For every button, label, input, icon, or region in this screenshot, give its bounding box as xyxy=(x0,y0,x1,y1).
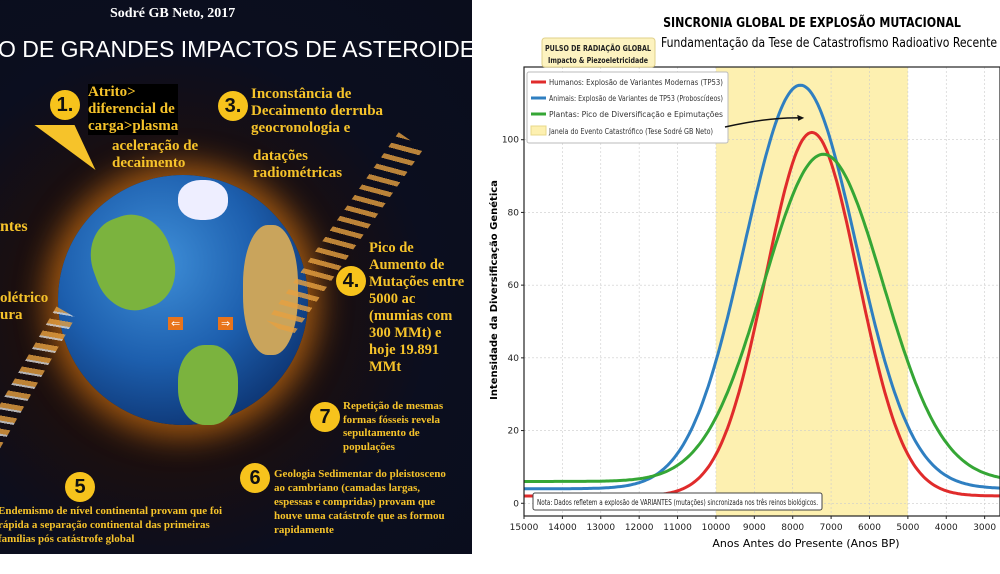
badge-3: 3. xyxy=(218,91,248,121)
item-4-line: 5000 ac xyxy=(369,291,416,307)
x-tick-label: 13000 xyxy=(586,523,615,533)
y-tick-label: 0 xyxy=(513,499,519,509)
item-4-line: hoje 19.891 xyxy=(369,342,440,358)
note-text: Nota: Dados refletem a explosão de VARIA… xyxy=(537,497,818,507)
y-tick-label: 100 xyxy=(502,136,519,146)
catastrophic-window-span xyxy=(715,67,908,516)
x-tick-label: 12000 xyxy=(625,523,654,533)
annotation-text: Impacto & Piezoeletricidade xyxy=(548,56,648,65)
badge-6: 6 xyxy=(240,463,270,493)
item-6-line: rapidamente xyxy=(274,524,334,536)
x-tick-label: 8000 xyxy=(781,523,804,533)
item-4-line: Mutações entre xyxy=(369,274,465,290)
x-tick-label: 7000 xyxy=(820,523,843,533)
x-axis-label: Anos Antes do Presente (Anos BP) xyxy=(712,537,899,550)
chart-title: SINCRONIA GLOBAL DE EXPLOSÃO MUTACIONAL xyxy=(663,14,961,30)
item-4-line: Aumento de xyxy=(369,257,445,273)
item-1-extra: decaimento xyxy=(112,155,186,171)
arrow-head-icon xyxy=(797,114,805,121)
x-tick-label: 14000 xyxy=(548,523,577,533)
y-axis-label: Intensidade da Diversificação Genética xyxy=(488,180,500,400)
mutation-chart: SINCRONIA GLOBAL DE EXPLOSÃO MUTACIONAL … xyxy=(488,14,1000,550)
chart-subtitle: Fundamentação da Tese de Catastrofismo R… xyxy=(661,36,997,51)
item-6-line: espessas e compridas) provam que xyxy=(274,496,436,508)
y-tick-label: 40 xyxy=(508,354,520,364)
item-5-line: Endemismo de nível continental provam qu… xyxy=(0,505,223,517)
fragment-text: ntes xyxy=(0,218,28,235)
pointer-shape xyxy=(34,125,96,170)
item-1-line: Atrito> xyxy=(88,84,136,100)
item-7-line: sepultamento de xyxy=(343,427,420,439)
item-7-line: Repetição de mesmas xyxy=(343,400,444,412)
item-1-line: carga>plasma xyxy=(88,118,179,134)
x-tick-label: 9000 xyxy=(743,523,766,533)
item-6-line: houve uma catástrofe que as formou xyxy=(274,510,445,522)
item-5-line: famílias pós catástrofe global xyxy=(0,533,135,545)
annotation-text: PULSO DE RADIAÇÃO GLOBAL xyxy=(545,43,651,53)
item-4-line: MMt xyxy=(369,359,402,375)
legend-label: Humanos: Explosão de Variantes Modernas … xyxy=(549,78,723,87)
fragment-text: ura xyxy=(0,307,23,323)
item-6-line: ao cambriano (camadas largas, xyxy=(274,482,421,494)
item-4-line: Pico de xyxy=(369,240,414,256)
legend-box xyxy=(526,71,729,144)
plot-frame xyxy=(523,66,1000,517)
item-4-line: 300 MMt) e xyxy=(369,325,442,341)
fragment-text: olétrico xyxy=(0,290,49,306)
y-tick-label: 20 xyxy=(508,427,520,437)
left-arrow-icon: ⇐ xyxy=(168,317,184,330)
x-tick-label: 4000 xyxy=(935,523,958,533)
x-tick-label: 5000 xyxy=(896,523,919,533)
annotation-bg xyxy=(541,37,656,68)
item-7-line: populações xyxy=(343,440,395,453)
legend-label: Janela do Evento Catastrófico (Tese Sodr… xyxy=(548,126,713,136)
x-tick-label: 3000 xyxy=(973,523,996,533)
item-3-line: Inconstância de xyxy=(251,86,352,102)
badge-1: 1. xyxy=(50,90,80,120)
item-5-line: rápida a separação continental das prime… xyxy=(0,519,210,531)
badge-7: 7 xyxy=(310,402,340,432)
item-1-line: diferencial de xyxy=(88,101,175,117)
legend-label: Plantas: Pico de Diversificação e Epimut… xyxy=(549,110,723,119)
item-6-line: Geologia Sedimentar do pleistosceno xyxy=(274,468,446,480)
item-3-extra: datações xyxy=(253,148,308,164)
legend: Humanos: Explosão de Variantes Modernas … xyxy=(526,71,729,144)
legend-swatch xyxy=(530,125,547,136)
x-tick-label: 10000 xyxy=(702,523,731,533)
x-tick-label: 11000 xyxy=(663,523,692,533)
infographic-title: O DE GRANDES IMPACTOS DE ASTEROIDES xyxy=(0,36,472,62)
annotation-box: PULSO DE RADIAÇÃO GLOBAL Impacto & Piezoe… xyxy=(541,37,656,68)
y-tick-label: 80 xyxy=(508,208,520,218)
series-line-plantas xyxy=(524,152,1000,483)
infographic-panel: Sodré GB Neto, 2017 O DE GRANDES IMPACTO… xyxy=(0,0,472,554)
dna-helix-image-left xyxy=(0,306,76,474)
legend-label: Animais: Explosão de Variantes de TP53 (… xyxy=(549,94,723,103)
badge-4: 4. xyxy=(336,266,366,296)
badge-5: 5 xyxy=(65,472,95,502)
item-3-line: Decaimento derruba xyxy=(251,103,384,119)
author-credit: Sodré GB Neto, 2017 xyxy=(110,6,236,21)
item-7-line: formas fósseis revela xyxy=(343,413,440,426)
y-tick-label: 60 xyxy=(508,281,520,291)
item-3-line: geocronologia e xyxy=(251,120,351,136)
note-box xyxy=(532,492,823,511)
right-arrow-icon: ⇒ xyxy=(218,317,234,330)
series-line-animais xyxy=(524,83,1000,491)
item-3-extra: radiométricas xyxy=(253,165,343,181)
earth-globe-image xyxy=(58,175,308,425)
item-4-line: (mumias com xyxy=(369,308,453,324)
annotation-arrow xyxy=(724,117,801,128)
x-tick-label: 6000 xyxy=(858,523,881,533)
x-tick-label: 15000 xyxy=(510,523,539,533)
item-1-extra: aceleração de xyxy=(112,138,199,154)
